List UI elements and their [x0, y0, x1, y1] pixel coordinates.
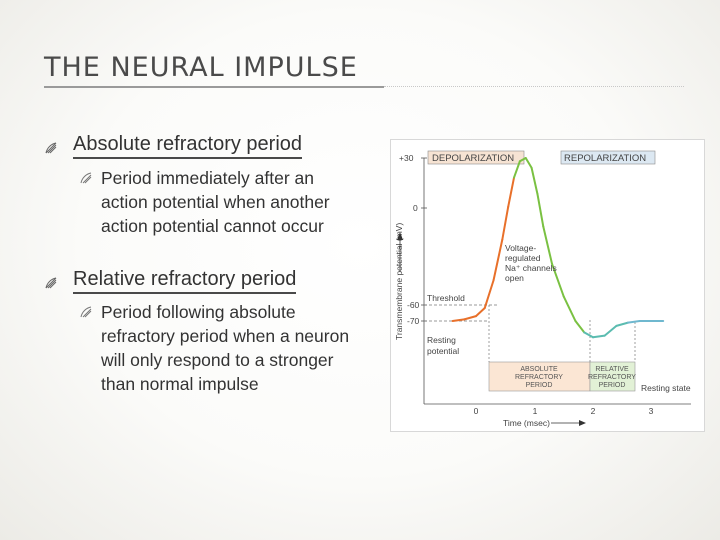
curve-segment	[603, 324, 618, 337]
threshold-annotation: Threshold	[427, 293, 465, 303]
relative-period-label: RELATIVE	[595, 366, 629, 373]
y-tick-label: -70	[407, 316, 420, 326]
relative-period-label: REFRACTORY	[588, 374, 636, 381]
voltage-annotation: open	[505, 273, 524, 283]
curve-segment	[583, 331, 594, 339]
bullet-text-absolute: Period immediately after an action poten…	[101, 168, 330, 236]
repolarization-label-box	[560, 150, 656, 165]
voltage-annotation: Na⁺ channels	[505, 263, 557, 273]
curve-segment	[615, 321, 630, 327]
absolute-period-label: REFRACTORY	[515, 374, 563, 381]
absolute-refractory-box	[488, 361, 591, 392]
curve-segment	[451, 318, 466, 322]
curve-segment	[574, 320, 586, 334]
curve-segment	[530, 166, 539, 195]
curve-segment	[627, 320, 641, 324]
curve-segment	[475, 306, 486, 318]
x-tick-label: 0	[474, 406, 479, 416]
curve-segment	[542, 225, 554, 265]
resting-state-annotation: Resting state	[641, 383, 691, 393]
y-tick-label: +30	[399, 153, 414, 163]
sub-bullet-ornament-icon	[80, 172, 92, 184]
y-axis-arrow-icon	[397, 232, 403, 240]
x-tick-label: 2	[591, 406, 596, 416]
curve-segment	[483, 279, 495, 309]
curve-segment	[501, 205, 510, 241]
relative-period-label: PERIOD	[599, 382, 626, 389]
curve-segment	[536, 192, 545, 228]
curve-segment	[592, 334, 606, 339]
sub-bullet-ornament-icon	[80, 306, 92, 318]
action-potential-figure: DEPOLARIZATION REPOLARIZATION Transmembr…	[390, 139, 705, 432]
y-tick-label: -60	[407, 300, 420, 310]
bullet-ornament-icon	[45, 277, 57, 289]
curve-segment	[551, 262, 565, 298]
absolute-period-label: PERIOD	[526, 382, 553, 389]
resting-annotation: potential	[427, 346, 459, 356]
depolarization-label-box	[427, 150, 525, 165]
curve-segment	[562, 295, 577, 322]
action-potential-chart: DEPOLARIZATION REPOLARIZATION Transmembr…	[394, 150, 691, 428]
bullet-heading-absolute: Absolute refractory period	[73, 133, 303, 159]
x-axis-label: Time (msec)	[503, 418, 550, 428]
repolarization-label: REPOLARIZATION	[564, 153, 646, 164]
slide-title: THE NEURAL IMPULSE	[44, 52, 358, 83]
curve-segment	[524, 157, 533, 169]
x-tick-label: 3	[649, 406, 654, 416]
y-tick-label: 0	[413, 203, 418, 213]
x-tick-label: 1	[533, 406, 538, 416]
resting-annotation: Resting	[427, 335, 456, 345]
title-underline	[44, 86, 384, 88]
curve-segment	[507, 176, 516, 208]
depolarization-label: DEPOLARIZATION	[432, 153, 514, 164]
absolute-period-label: ABSOLUTE	[520, 366, 558, 373]
voltage-annotation: regulated	[505, 253, 541, 263]
y-axis-label: Transmembrane potential (mV)	[394, 223, 404, 340]
x-axis-arrow-icon	[579, 420, 586, 426]
curve-segment	[513, 160, 521, 179]
title-underline-fade	[384, 86, 684, 87]
voltage-annotation: Voltage-	[505, 243, 536, 253]
bullet-text-relative: Period following absolute refractory per…	[101, 302, 350, 394]
relative-refractory-box	[589, 361, 636, 392]
action-potential-curve	[451, 157, 665, 339]
curve-segment	[518, 157, 527, 163]
curve-segment	[492, 238, 504, 282]
bullet-heading-relative: Relative refractory period	[73, 268, 297, 294]
bullet-ornament-icon	[45, 142, 57, 154]
curve-segment	[463, 315, 477, 321]
